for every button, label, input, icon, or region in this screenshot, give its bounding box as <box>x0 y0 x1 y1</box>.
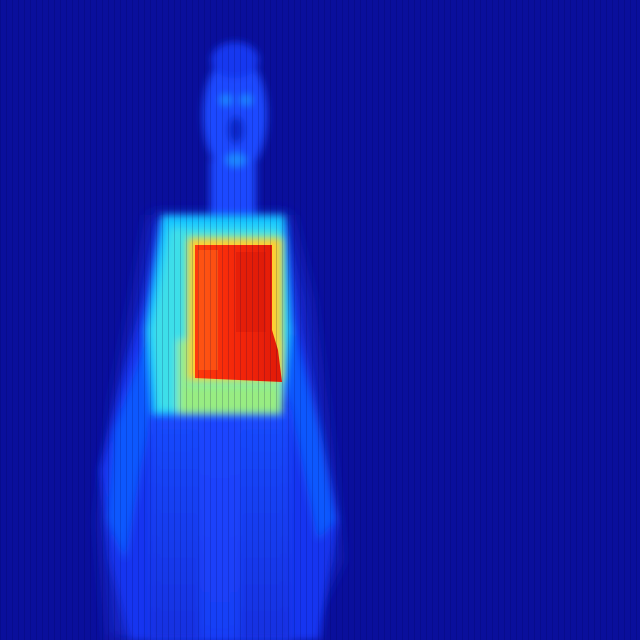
thermal-image-frame <box>0 0 640 640</box>
thermal-image <box>0 0 640 640</box>
scanline-overlay <box>0 0 640 640</box>
